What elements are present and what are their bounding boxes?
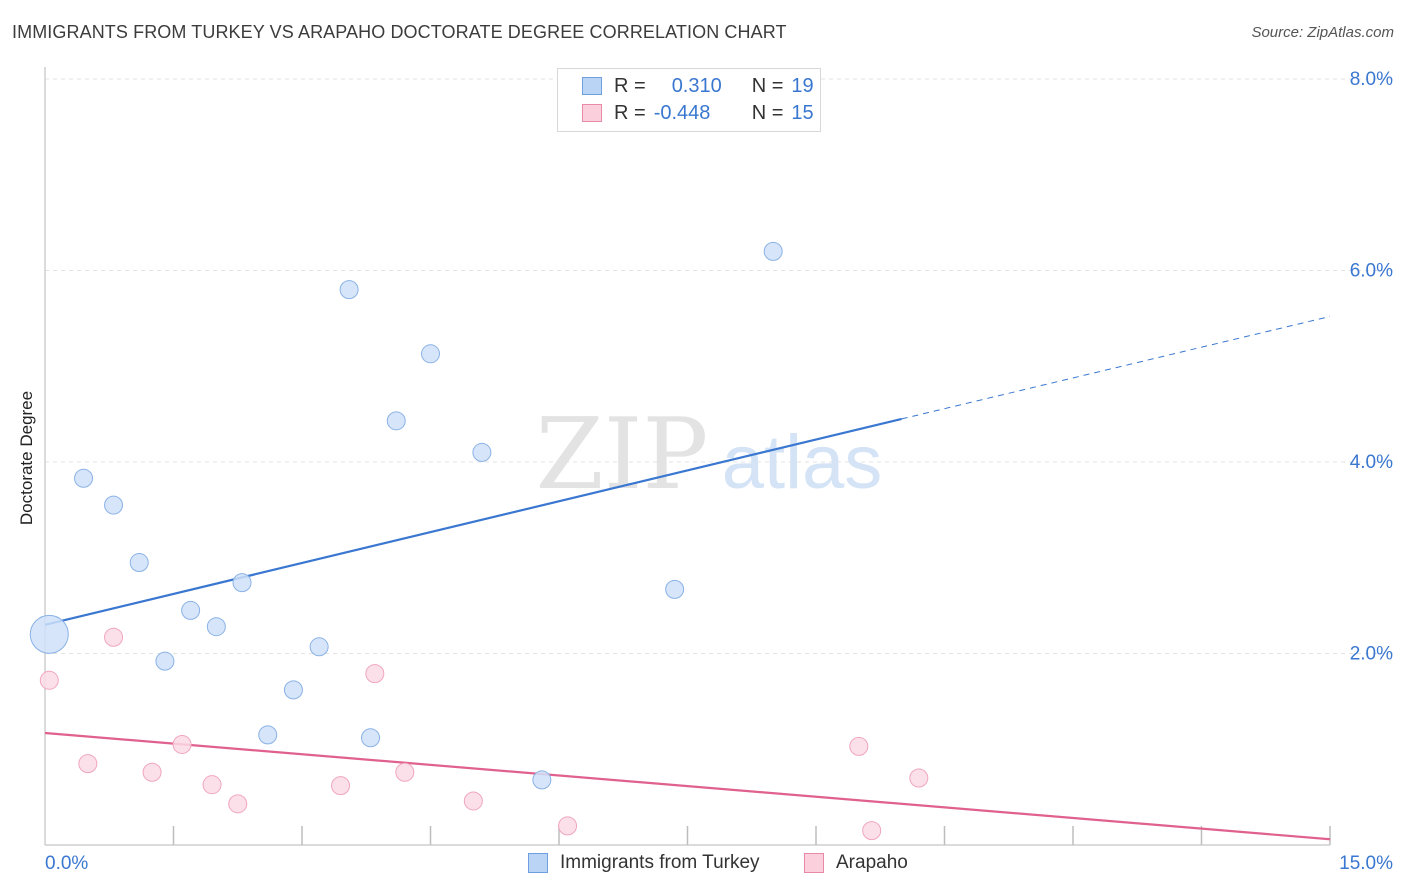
turkey-point xyxy=(129,553,149,573)
arapaho-point xyxy=(39,670,59,690)
arapaho-point xyxy=(172,734,192,754)
arapaho-point xyxy=(558,816,578,836)
n-value: 19 xyxy=(791,74,814,97)
series-legend: Immigrants from Turkey Arapaho xyxy=(0,852,1406,878)
r-label: R = xyxy=(614,74,646,97)
legend-item-turkey[interactable]: Immigrants from Turkey xyxy=(528,852,760,874)
turkey-point xyxy=(181,600,201,620)
turkey-point xyxy=(361,728,381,748)
turkey-point xyxy=(104,495,124,515)
arapaho-point xyxy=(849,736,869,756)
y-tick-label: 6.0% xyxy=(1350,261,1393,282)
x-tick-label: 15.0% xyxy=(1339,853,1393,874)
arapaho-point xyxy=(331,776,351,796)
turkey-point xyxy=(258,725,278,745)
turkey-point xyxy=(309,637,329,657)
tick-labels: 2.0% 4.0% 6.0% 8.0% 0.0% 15.0% xyxy=(45,69,1393,874)
turkey-point xyxy=(232,573,252,593)
turkey-legend-swatch xyxy=(528,853,548,873)
r-label: R = xyxy=(614,101,646,124)
stats-legend: R = 0.310 N = 19 R = -0.448 N = 15 xyxy=(557,68,821,132)
turkey-point xyxy=(421,344,440,364)
x-tick-label: 0.0% xyxy=(45,853,88,874)
arapaho-point xyxy=(909,768,929,788)
arapaho-point xyxy=(78,754,98,774)
turkey-point xyxy=(283,680,303,700)
watermark-atlas: atlas xyxy=(722,420,883,505)
turkey-point xyxy=(763,241,783,261)
arapaho-point xyxy=(463,791,483,811)
arapaho-swatch xyxy=(582,104,602,122)
turkey-point xyxy=(386,411,406,431)
trend-line-turkey-extension xyxy=(901,315,1331,420)
arapaho-point xyxy=(142,762,162,782)
turkey-point xyxy=(665,579,685,599)
arapaho-point xyxy=(202,775,222,795)
arapaho-point xyxy=(862,821,882,841)
trend-line-turkey xyxy=(44,417,902,626)
axes xyxy=(44,67,1331,846)
turkey-swatch xyxy=(582,77,602,95)
watermark-zip: ZIP xyxy=(536,398,709,512)
n-value: 15 xyxy=(791,101,814,124)
arapaho-point xyxy=(395,762,415,782)
stats-row-turkey: R = 0.310 N = 19 xyxy=(582,73,814,99)
grid-lines xyxy=(45,78,1395,654)
y-tick-label: 2.0% xyxy=(1350,644,1393,665)
turkey-point xyxy=(472,442,492,462)
stats-row-arapaho: R = -0.448 N = 15 xyxy=(582,100,814,126)
turkey-point xyxy=(74,468,94,488)
turkey-point xyxy=(206,617,226,637)
watermark: ZIP atlas xyxy=(536,398,883,512)
arapaho-point xyxy=(365,664,385,684)
legend-label-arapaho: Arapaho xyxy=(836,852,908,873)
n-label: N = xyxy=(751,74,784,97)
data-points xyxy=(29,241,929,841)
trend-lines xyxy=(44,315,1331,841)
y-tick-label: 8.0% xyxy=(1350,69,1393,90)
chart-title: IMMIGRANTS FROM TURKEY VS ARAPAHO DOCTOR… xyxy=(12,22,787,42)
legend-item-arapaho[interactable]: Arapaho xyxy=(804,852,908,874)
legend-label-turkey: Immigrants from Turkey xyxy=(560,852,760,873)
turkey-point xyxy=(155,651,175,671)
source-label: Source: ZipAtlas.com xyxy=(1251,24,1394,41)
r-value: 0.310 xyxy=(671,74,722,97)
trend-line-arapaho xyxy=(44,731,1331,841)
n-label: N = xyxy=(751,101,784,124)
arapaho-legend-swatch xyxy=(804,853,824,873)
arapaho-point xyxy=(104,627,124,647)
turkey-point xyxy=(29,614,69,654)
turkey-point xyxy=(339,280,359,300)
y-tick-label: 4.0% xyxy=(1350,452,1393,473)
r-value: -0.448 xyxy=(653,101,711,124)
arapaho-point xyxy=(228,794,248,814)
turkey-point xyxy=(532,770,552,790)
